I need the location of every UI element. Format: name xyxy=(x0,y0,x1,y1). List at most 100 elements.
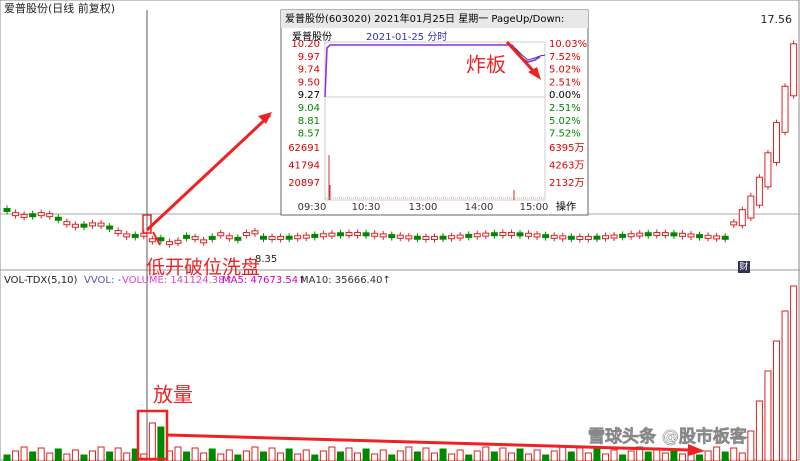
volume-bar xyxy=(20,446,28,461)
popup-plot xyxy=(324,41,546,201)
volume-bar xyxy=(371,453,379,461)
volume-bar xyxy=(319,450,327,461)
volume-bar xyxy=(516,448,524,461)
candle xyxy=(584,235,592,240)
candle xyxy=(20,213,28,218)
annotation: 低开破位洗盘 xyxy=(146,257,260,279)
volume-bar xyxy=(54,448,62,461)
candle xyxy=(97,222,105,227)
candle xyxy=(542,234,550,239)
low-label: 8.35 xyxy=(255,254,277,265)
time-label: 14:00 xyxy=(465,202,494,213)
volume-bar xyxy=(584,452,592,461)
candle xyxy=(319,233,327,238)
ma10: MA10: 35666.40↑ xyxy=(300,275,391,286)
icon: 财 xyxy=(739,261,748,273)
price-label: 9.97 xyxy=(298,52,320,63)
candle xyxy=(165,241,173,246)
candle xyxy=(670,232,678,237)
volume-bar xyxy=(593,448,601,461)
popup-labels: 10.20 9.97 9.749.50 9.27 9.04 8.81 8.57 10.03% 7… xyxy=(288,39,587,213)
volume-bar xyxy=(619,454,627,461)
pct-label: 2.51% xyxy=(549,77,581,88)
candle xyxy=(396,234,404,239)
volume-bar xyxy=(490,451,498,461)
pct-label: 2.51% xyxy=(549,103,581,114)
volume-bar xyxy=(755,400,763,461)
candle xyxy=(576,235,584,240)
volume-bar xyxy=(576,447,584,461)
candle xyxy=(525,232,533,237)
candle xyxy=(46,213,54,218)
volume-bar xyxy=(208,448,216,461)
candle xyxy=(661,232,669,237)
volume-bar xyxy=(627,450,635,461)
vvol: VVOL: - xyxy=(84,275,121,286)
volume-bar xyxy=(644,451,652,461)
candle xyxy=(174,239,182,244)
volume-bar xyxy=(507,452,515,461)
vol-label: 62691 xyxy=(288,143,320,154)
candle xyxy=(738,209,746,227)
amount-label: 4263万 xyxy=(549,161,584,172)
candle xyxy=(431,235,438,240)
candle xyxy=(260,235,267,240)
candle xyxy=(567,235,575,240)
popup-stock: 爱普股份 xyxy=(292,30,332,43)
pct-label: 0.00% xyxy=(549,90,581,101)
arrow xyxy=(152,231,161,246)
volume-bar xyxy=(730,447,738,461)
volume-bar xyxy=(473,450,481,461)
volume-bar xyxy=(362,448,370,461)
candle xyxy=(277,235,285,240)
candle xyxy=(773,122,780,164)
candle xyxy=(636,232,644,237)
high-label: 17.56 xyxy=(761,13,793,26)
price-label: 8.57 xyxy=(298,129,320,140)
candle xyxy=(473,233,481,238)
amount-label: 6395万 xyxy=(549,143,584,154)
volume-bar xyxy=(140,453,148,461)
time-label: 15:00 xyxy=(520,202,549,213)
volume-bar xyxy=(345,447,353,461)
candle xyxy=(225,235,233,240)
volume-bar xyxy=(191,447,199,461)
volume-value: VOLUME: 141124.38↑ xyxy=(122,275,233,286)
candle xyxy=(268,235,276,240)
candle xyxy=(627,233,635,238)
candle xyxy=(371,232,379,237)
volume-bar xyxy=(3,454,11,461)
volume-bar xyxy=(456,449,464,461)
volume-bar xyxy=(46,452,54,461)
volume-bar xyxy=(781,310,789,461)
candle xyxy=(456,234,464,239)
candle xyxy=(29,213,37,218)
candle xyxy=(200,239,208,244)
candle xyxy=(593,235,601,240)
volume-bar xyxy=(790,285,798,461)
price-label: 8.81 xyxy=(298,116,320,127)
volume-bar xyxy=(721,451,729,461)
candle xyxy=(490,232,498,237)
volume-bar xyxy=(200,452,208,461)
candle xyxy=(354,232,362,237)
candle xyxy=(379,233,387,238)
volume-bar xyxy=(559,446,567,461)
candle xyxy=(114,230,122,235)
volume-bar xyxy=(311,454,319,461)
candle xyxy=(704,234,712,239)
avg-line xyxy=(514,47,546,61)
candle xyxy=(413,235,421,240)
price-label: 9.27 xyxy=(298,90,320,101)
candle xyxy=(242,232,250,237)
candle xyxy=(362,232,370,237)
candle xyxy=(54,216,62,221)
volume-bar xyxy=(636,446,644,461)
volume-bar xyxy=(567,451,575,461)
volume-bar xyxy=(405,446,413,461)
candle xyxy=(89,222,96,227)
candle xyxy=(559,235,567,240)
candle xyxy=(610,234,618,239)
popup-date: 2021-01-25 分时 xyxy=(366,31,447,43)
volume-bar xyxy=(661,452,669,461)
